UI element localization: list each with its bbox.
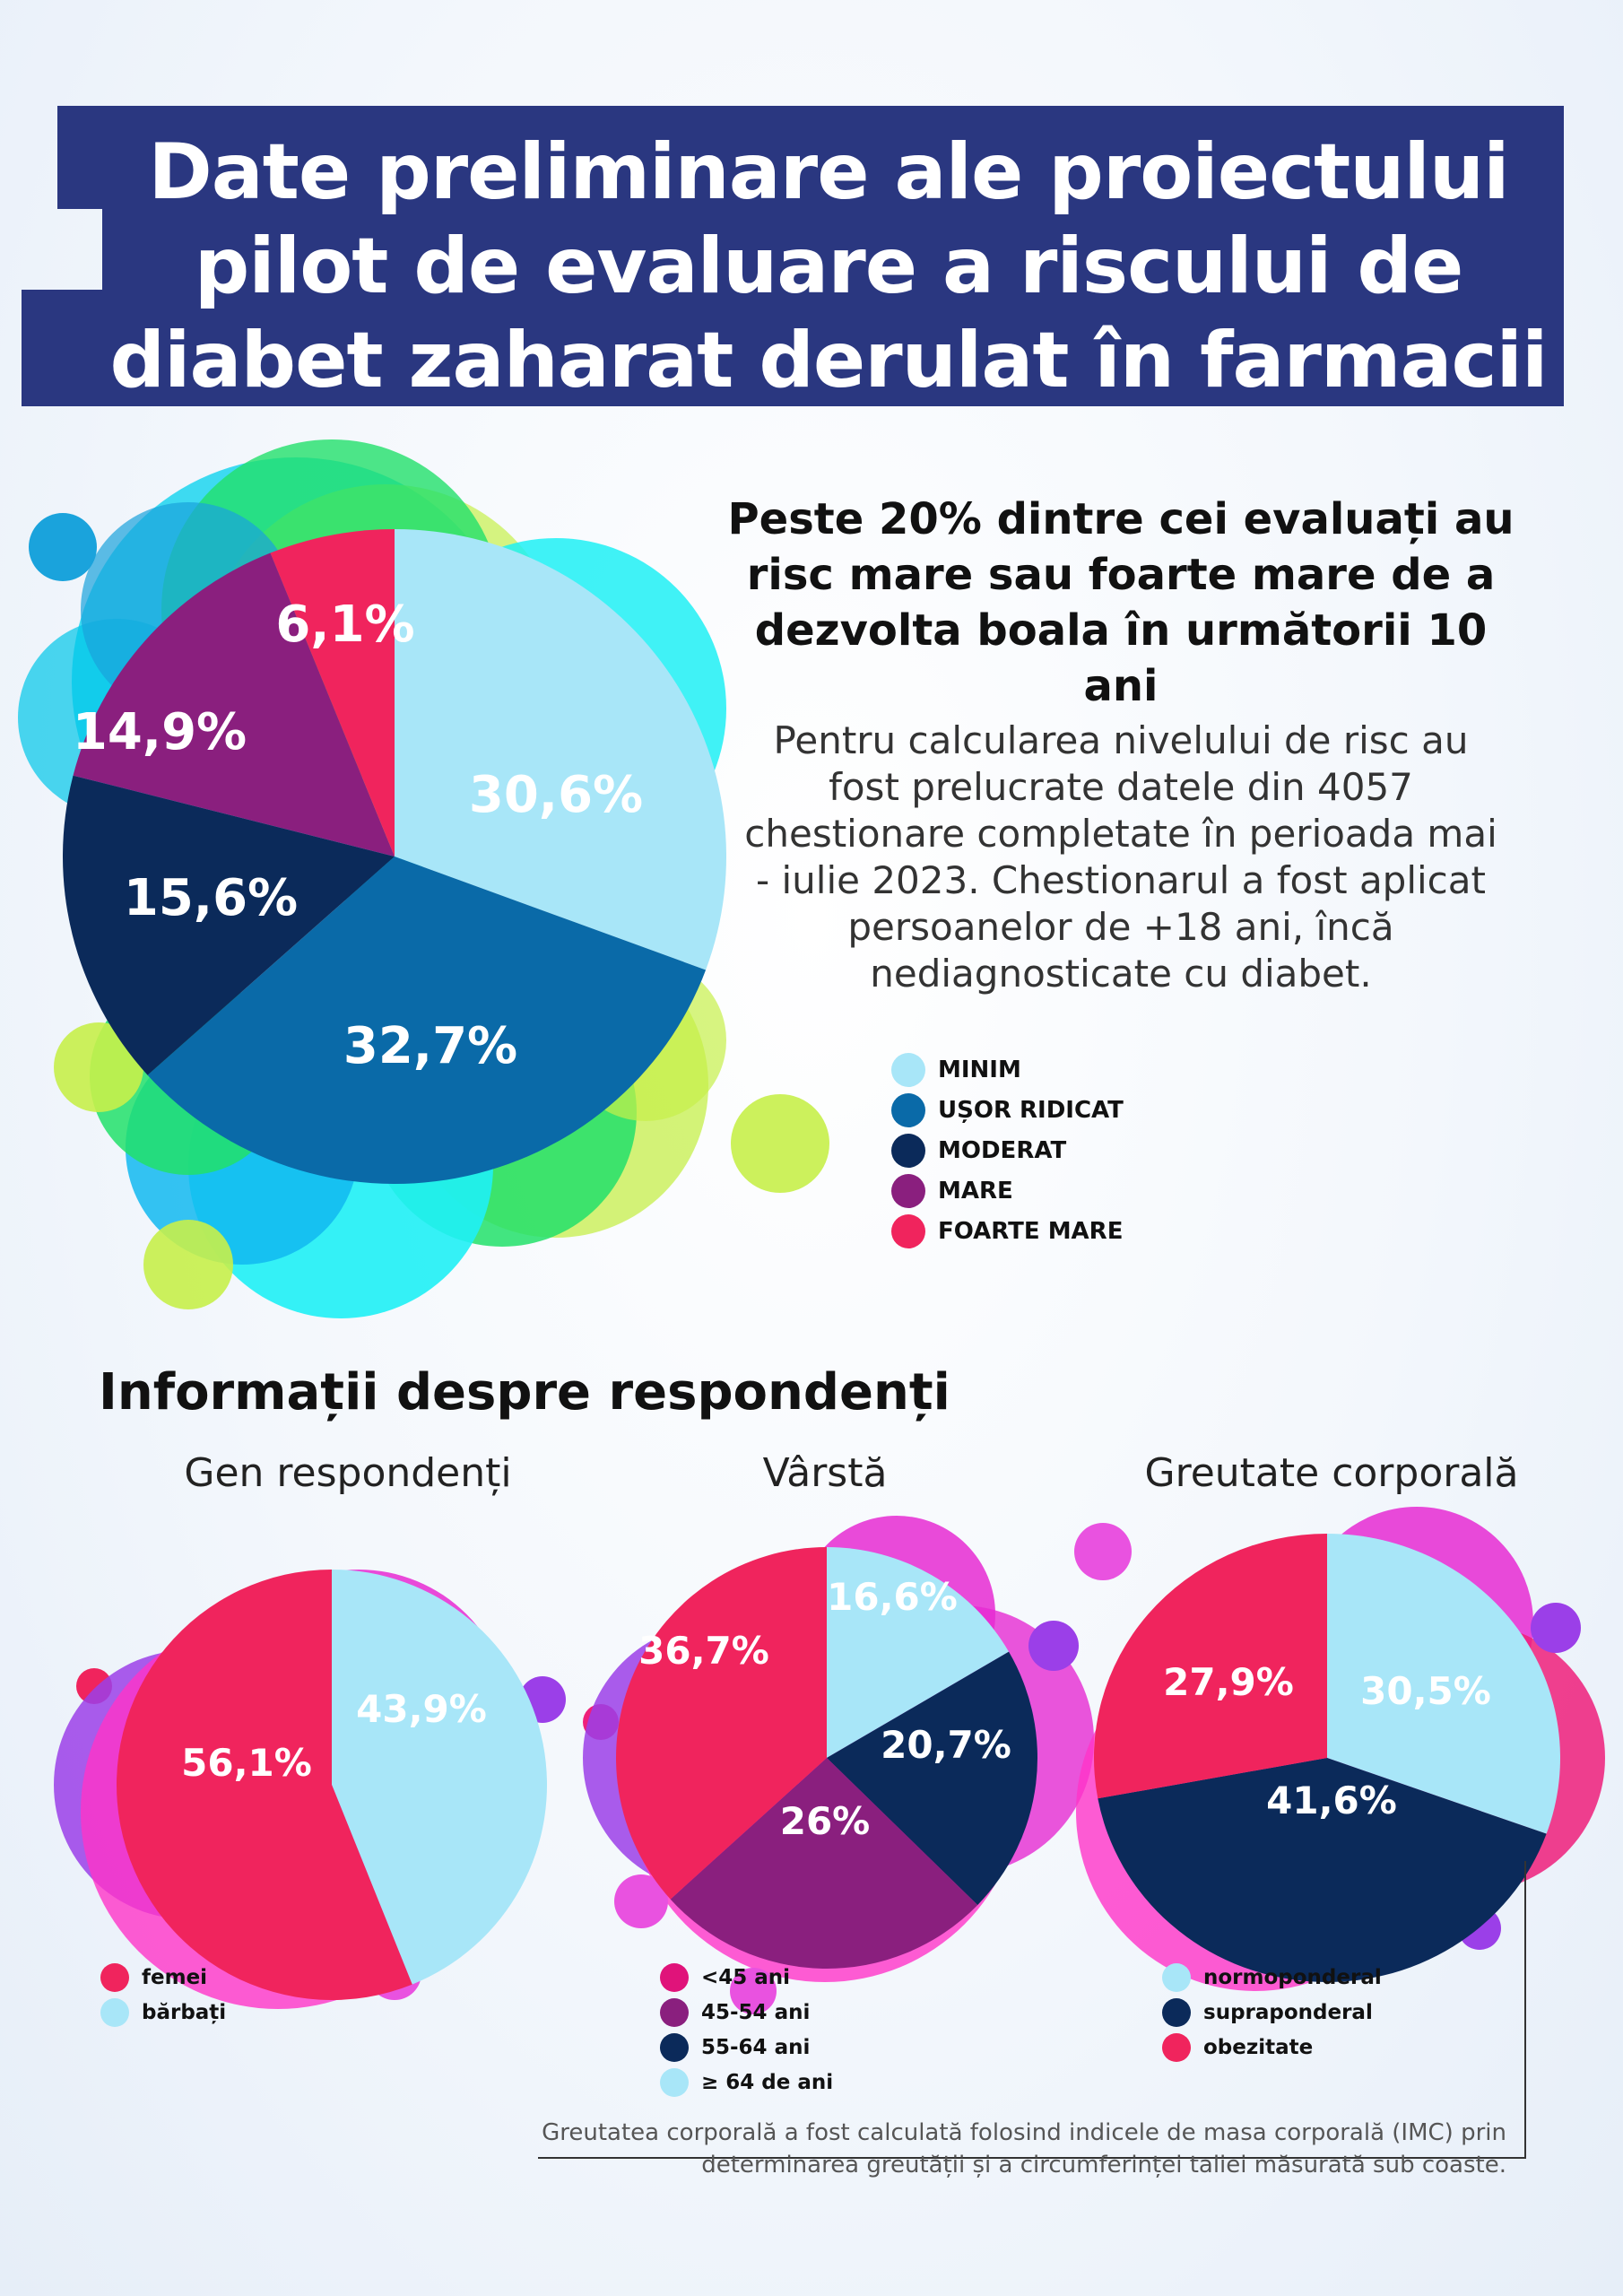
legend-label: normoponderal xyxy=(1203,1965,1382,1989)
legend-swatch xyxy=(100,1997,129,2027)
pie-slice-u-or-ridicat xyxy=(147,857,707,1184)
slice-label: 14,9% xyxy=(73,703,247,761)
slice-label: 16,6% xyxy=(827,1575,958,1619)
pie-slice-mare xyxy=(73,552,395,857)
pie-slice-normoponderal xyxy=(1327,1534,1560,1834)
gender-pie-chart: 43,9% 56,1% xyxy=(54,1570,566,2009)
pie-slice-foarte-mare xyxy=(270,529,395,857)
title-banner: Date preliminare ale proiectului pilot d… xyxy=(22,106,1564,411)
legend-swatch xyxy=(891,1173,925,1208)
pie-slice-b-rba-i xyxy=(332,1570,548,1985)
description: Pentru calcularea nivelului de risc au f… xyxy=(744,718,1497,996)
slice-label: 32,7% xyxy=(343,1017,517,1075)
slice-label: 15,6% xyxy=(124,869,298,927)
slice-label: 36,7% xyxy=(638,1629,769,1673)
legend-label: MARE xyxy=(938,1177,1013,1205)
legend-item: bărbați xyxy=(100,1995,226,2030)
weight-title: Greutate corporală xyxy=(1144,1450,1519,1496)
slice-label: 30,5% xyxy=(1360,1669,1491,1713)
legend-label: 55-64 ani xyxy=(701,2035,811,2059)
legend-swatch xyxy=(660,1997,689,2027)
legend-swatch xyxy=(1162,1962,1191,1992)
footnote-frame xyxy=(1524,1861,1526,2157)
gender-legend: femei bărbați xyxy=(100,1960,226,2030)
risk-pie-chart: 30,6% 32,7% 15,6% 14,9% 6,1% xyxy=(18,439,829,1318)
legend-label: UȘOR RIDICAT xyxy=(938,1096,1124,1124)
pie-slice-obezitate xyxy=(1094,1534,1327,1799)
legend-swatch xyxy=(891,1052,925,1087)
age-legend: <45 ani 45-54 ani 55-64 ani ≥ 64 de ani xyxy=(660,1960,833,2100)
slice-label: 41,6% xyxy=(1266,1779,1397,1822)
legend-item: 55-64 ani xyxy=(660,2030,833,2065)
legend-swatch xyxy=(1162,1997,1191,2027)
legend-swatch xyxy=(891,1133,925,1168)
pie-slice-45-ani xyxy=(616,1547,827,1900)
legend-label: obezitate xyxy=(1203,2035,1314,2059)
slice-label: 26% xyxy=(780,1799,871,1843)
legend-item: obezitate xyxy=(1162,2030,1382,2065)
title-band xyxy=(22,290,1564,406)
legend-item: 45-54 ani xyxy=(660,1995,833,2030)
weight-legend: normoponderal supraponderal obezitate xyxy=(1162,1960,1382,2065)
legend-item: normoponderal xyxy=(1162,1960,1382,1995)
legend-swatch xyxy=(660,1962,689,1992)
pie-slice-femei xyxy=(117,1570,412,2000)
legend-swatch xyxy=(100,1962,129,1992)
legend-label: supraponderal xyxy=(1203,2000,1373,2024)
footnote: Greutatea corporală a fost calculată fol… xyxy=(542,2119,1506,2179)
legend-swatch xyxy=(660,2067,689,2097)
age-pie-chart: 16,6% 20,7%26% 36,7% xyxy=(583,1516,1094,2014)
legend-swatch xyxy=(1162,2032,1191,2062)
legend-item: MINIM xyxy=(891,1049,1124,1090)
slice-label: 43,9% xyxy=(356,1687,487,1731)
legend-item: UȘOR RIDICAT xyxy=(891,1090,1124,1130)
legend-label: MODERAT xyxy=(938,1136,1067,1164)
pie-slice-supraponderal xyxy=(1098,1758,1547,1982)
legend-swatch xyxy=(660,2032,689,2062)
headline: Peste 20% dintre cei evaluați au risc ma… xyxy=(727,494,1515,711)
gender-title: Gen respondenți xyxy=(184,1450,512,1496)
slice-label: 20,7% xyxy=(881,1723,1011,1767)
legend-label: MINIM xyxy=(938,1056,1021,1083)
legend-item: MODERAT xyxy=(891,1130,1124,1170)
legend-swatch xyxy=(891,1213,925,1248)
slice-label: 30,6% xyxy=(469,766,643,824)
legend-item: supraponderal xyxy=(1162,1995,1382,2030)
pie-slice-45-54-ani xyxy=(670,1758,978,1969)
legend-label: ≥ 64 de ani xyxy=(701,2070,834,2094)
pie-slice-minim xyxy=(395,529,726,970)
risk-legend: MINIM UȘOR RIDICAT MODERAT MARE FOARTE MARE xyxy=(891,1049,1124,1251)
legend-item: <45 ani xyxy=(660,1960,833,1995)
weight-pie-chart: 30,5% 41,6% 27,9% xyxy=(1074,1507,1605,1991)
slice-label: 27,9% xyxy=(1163,1660,1294,1704)
legend-item: femei xyxy=(100,1960,226,1995)
title-band xyxy=(102,196,1564,303)
slice-label: 56,1% xyxy=(181,1741,312,1785)
pie-slice-64-de-ani xyxy=(827,1547,1010,1758)
legend-label: FOARTE MARE xyxy=(938,1217,1124,1245)
footnote-frame xyxy=(538,2157,1526,2159)
age-title: Vârstă xyxy=(762,1450,888,1496)
legend-label: bărbați xyxy=(142,2000,227,2024)
legend-label: 45-54 ani xyxy=(701,2000,811,2024)
legend-label: femei xyxy=(142,1965,208,1989)
legend-label: <45 ani xyxy=(701,1965,791,1989)
title-band xyxy=(57,106,1564,209)
slice-label: 6,1% xyxy=(275,596,414,654)
legend-item: FOARTE MARE xyxy=(891,1211,1124,1251)
legend-item: ≥ 64 de ani xyxy=(660,2065,833,2100)
page-title: Date preliminare ale proiectului pilot d… xyxy=(109,127,1548,405)
section-title: Informații despre respondenți xyxy=(99,1363,950,1422)
legend-swatch xyxy=(891,1092,925,1127)
legend-item: MARE xyxy=(891,1170,1124,1211)
pie-slice-moderat xyxy=(62,775,395,1075)
pie-slice-55-64-ani xyxy=(827,1651,1037,1906)
